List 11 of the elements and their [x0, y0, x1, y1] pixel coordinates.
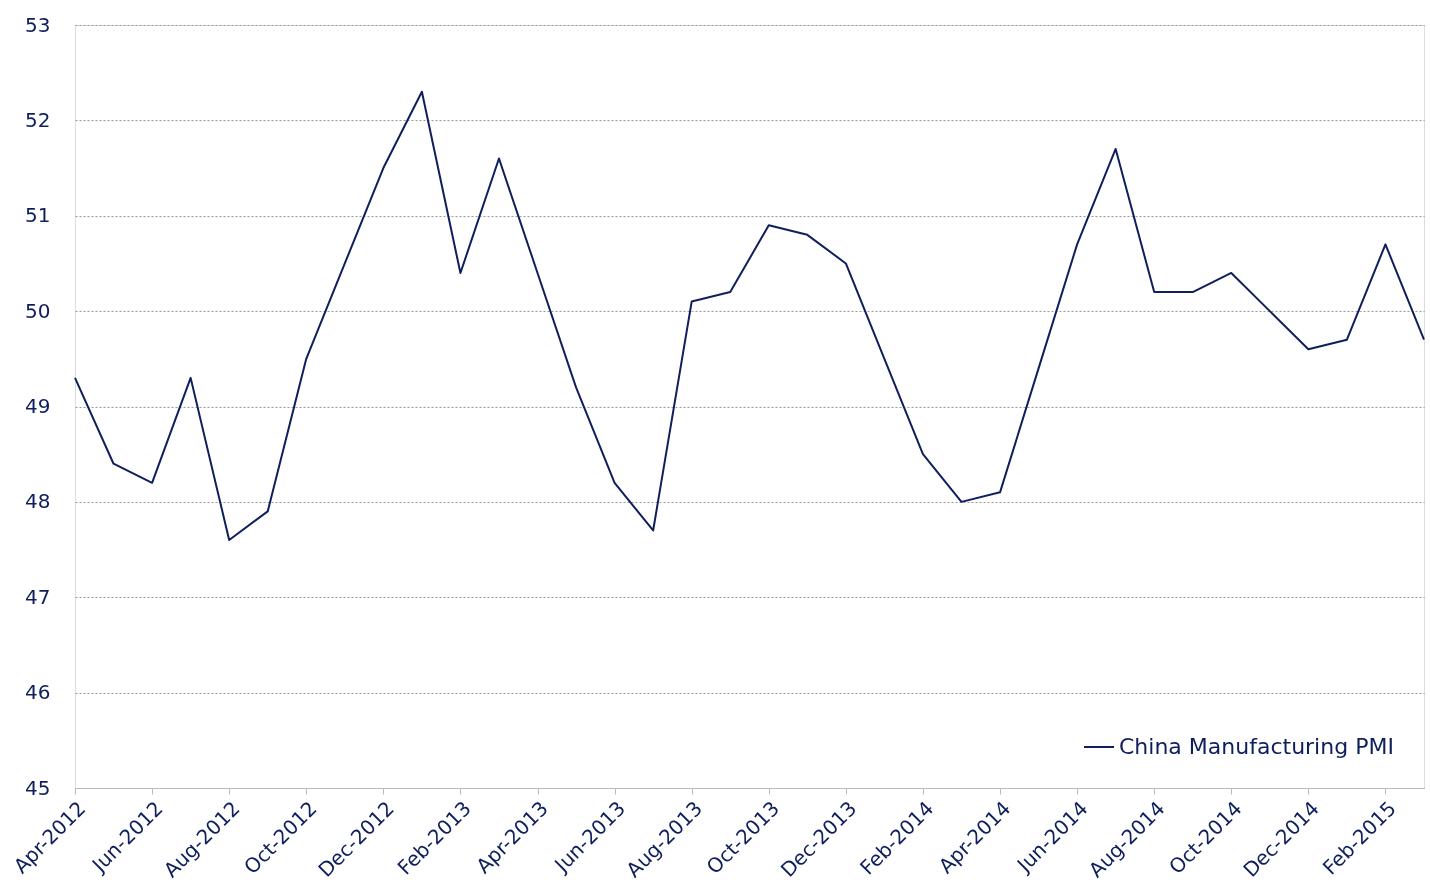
- y-tick-label: 49: [25, 394, 51, 418]
- y-tick-label: 50: [25, 298, 51, 323]
- y-tick-label: 46: [25, 680, 51, 705]
- y-tick-label: 47: [25, 584, 51, 609]
- y-tick-label: 45: [25, 775, 51, 800]
- y-tick-label: 52: [25, 107, 51, 132]
- y-tick-label: 51: [25, 203, 51, 228]
- y-tick-label: 53: [25, 12, 51, 37]
- y-tick-label: 48: [25, 489, 51, 514]
- line-series: [74, 90, 1425, 542]
- legend-label: China Manufacturing PMI: [1119, 734, 1394, 759]
